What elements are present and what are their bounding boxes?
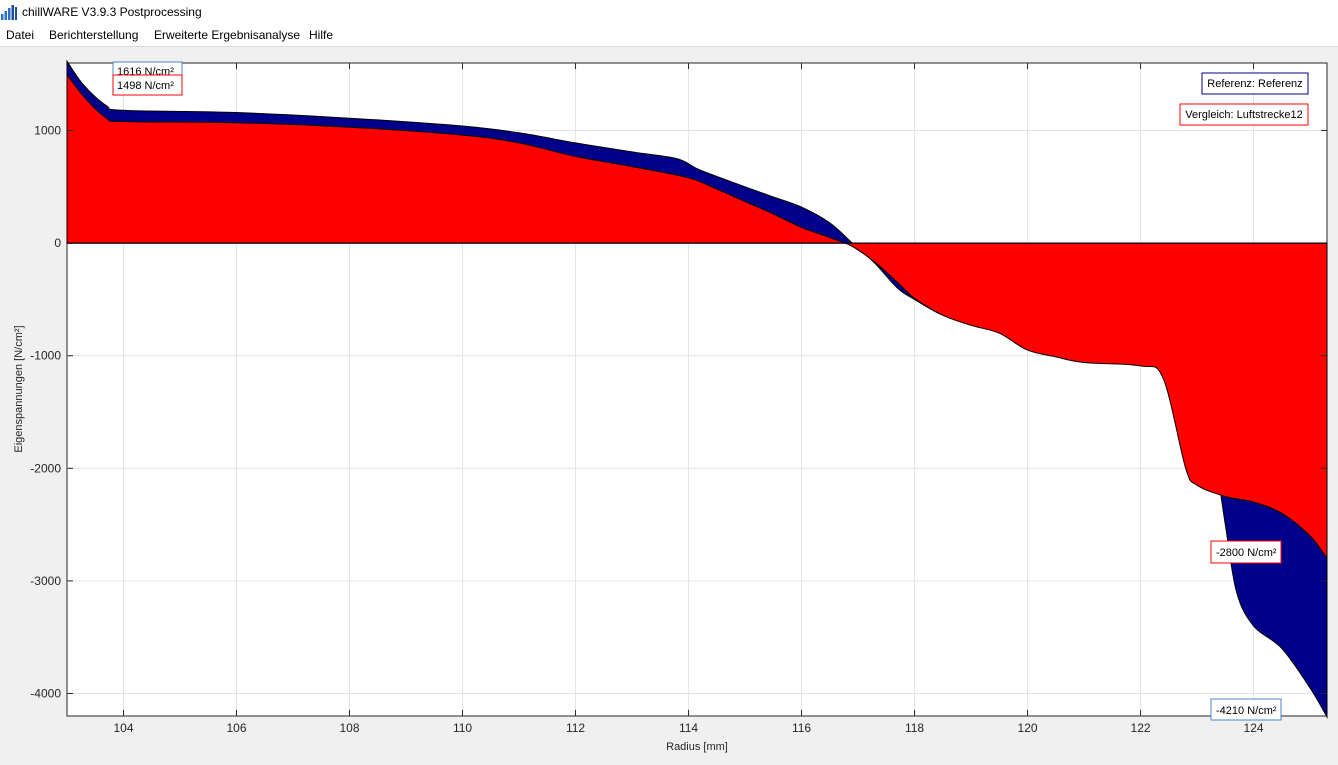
x-tick-label: 124 bbox=[1244, 721, 1264, 735]
callout-text-1498: 1498 N/cm² bbox=[117, 80, 174, 92]
callout-text-4210: -4210 N/cm² bbox=[1216, 705, 1277, 717]
window-title: chillWARE V3.9.3 Postprocessing bbox=[22, 5, 202, 19]
menu-erweiterte-ergebnisanalyse[interactable]: Erweiterte Ergebnisanalyse bbox=[154, 28, 301, 42]
x-tick-label: 116 bbox=[792, 721, 811, 735]
x-tick-label: 118 bbox=[905, 721, 924, 735]
y-tick-label: 1000 bbox=[34, 124, 61, 138]
x-tick-label: 120 bbox=[1018, 721, 1038, 735]
menu-berichterstellung[interactable]: Berichterstellung bbox=[49, 28, 139, 42]
y-tick-label: -1000 bbox=[30, 349, 61, 363]
callout-referenz-min: -4210 N/cm² bbox=[1210, 698, 1282, 721]
x-tick-label: 104 bbox=[113, 721, 133, 735]
area-vergleich bbox=[66, 73, 1328, 560]
x-axis-label: Radius [mm] bbox=[666, 741, 728, 753]
title-bar: chillWARE V3.9.3 Postprocessing bbox=[0, 0, 1338, 24]
chillware-logo-icon bbox=[1, 5, 17, 20]
y-tick-label: -2000 bbox=[30, 461, 61, 475]
x-tick-label: 106 bbox=[226, 721, 246, 735]
callout-vergleich-min: -2800 N/cm² bbox=[1210, 540, 1282, 564]
menu-datei[interactable]: Datei bbox=[6, 28, 35, 42]
stress-chart: 104 106 108 110 112 114 116 118 120 122 124 -4000 -3… bbox=[13, 59, 1328, 753]
legend-entry-vergleich: Vergleich: Luftstrecke12 bbox=[1185, 109, 1302, 121]
x-tick-label: 114 bbox=[679, 721, 698, 735]
legend: Referenz: Referenz Vergleich: Luftstreck… bbox=[1179, 72, 1309, 126]
y-axis-label: Eigenspannungen [N/cm²] bbox=[13, 325, 25, 452]
x-tick-label: 122 bbox=[1131, 721, 1151, 735]
legend-entry-referenz: Referenz: Referenz bbox=[1207, 78, 1302, 90]
x-tick-label: 108 bbox=[339, 721, 359, 735]
x-tick-label: 112 bbox=[566, 721, 585, 735]
callout-text-2800: -2800 N/cm² bbox=[1216, 547, 1277, 559]
x-tick-label: 110 bbox=[453, 721, 472, 735]
legend-box-vergleich bbox=[1179, 103, 1309, 126]
y-tick-label: -3000 bbox=[30, 574, 61, 588]
y-tick-label: 0 bbox=[54, 236, 61, 250]
menu-hilfe[interactable]: Hilfe bbox=[309, 28, 334, 42]
callout-vergleich-max: 1498 N/cm² bbox=[112, 74, 183, 96]
menu-bar: Datei Berichterstellung Erweiterte Ergeb… bbox=[0, 24, 1338, 47]
y-tick-label: -4000 bbox=[30, 686, 61, 700]
legend-box-referenz bbox=[1201, 72, 1309, 95]
